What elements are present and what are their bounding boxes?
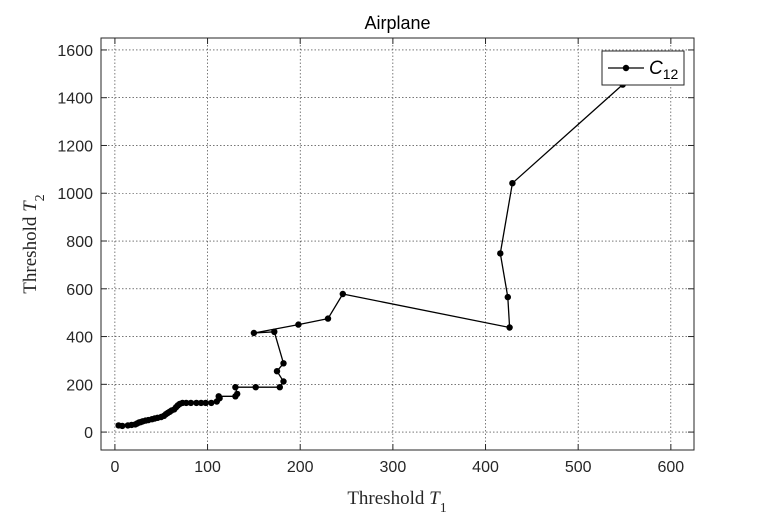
data-point <box>119 422 126 430</box>
y-tick-label: 600 <box>66 282 93 299</box>
y-tick-label: 1200 <box>57 138 93 155</box>
data-point <box>232 384 239 391</box>
data-point <box>202 399 209 407</box>
x-tick-label: 200 <box>287 459 314 476</box>
data-point <box>497 250 504 257</box>
data-point <box>193 399 200 407</box>
data-point <box>187 399 195 407</box>
data-point <box>324 315 332 322</box>
x-tick-label: 0 <box>110 459 119 476</box>
plot-area <box>101 38 694 450</box>
chart-title: Airplane <box>364 13 430 33</box>
series-layer <box>115 81 626 430</box>
data-point <box>250 329 258 337</box>
data-point <box>509 180 516 187</box>
data-point <box>295 321 302 328</box>
data-point <box>273 368 281 375</box>
y-tick-label: 200 <box>66 377 93 394</box>
x-tick-label: 300 <box>380 459 407 476</box>
x-axis-label: Threshold T1 <box>347 488 446 516</box>
data-point <box>506 324 513 331</box>
x-tick-label: 500 <box>565 459 592 476</box>
y-tick-label: 1000 <box>57 186 93 203</box>
legend: C12 <box>601 50 685 86</box>
data-point <box>234 390 241 398</box>
x-tick-label: 400 <box>472 459 499 476</box>
y-tick-label: 1400 <box>57 91 93 108</box>
data-point <box>208 399 215 407</box>
y-tick-label: 1600 <box>57 43 93 60</box>
ticks: 0 100 200 300 400 500 600 0 200 400 600 800 1000 1200… <box>57 38 694 476</box>
legend-label: C12 <box>649 58 679 82</box>
y-tick-label: 800 <box>66 234 93 251</box>
y-tick-label: 400 <box>66 330 93 347</box>
data-point <box>280 360 287 367</box>
data-point <box>252 384 259 391</box>
x-tick-label: 600 <box>657 459 684 476</box>
data-point <box>339 290 346 298</box>
data-point <box>276 384 283 391</box>
y-axis-label: Threshold T2 <box>20 194 48 293</box>
legend-marker <box>622 64 630 72</box>
x-tick-label: 100 <box>194 459 221 476</box>
data-point <box>183 399 190 407</box>
data-point <box>504 293 511 301</box>
plot-box <box>100 37 695 451</box>
data-point <box>215 393 222 400</box>
data-point <box>197 399 205 407</box>
y-tick-label: 0 <box>84 425 93 442</box>
grid <box>101 38 694 450</box>
data-point <box>271 328 278 335</box>
data-point <box>280 378 287 385</box>
